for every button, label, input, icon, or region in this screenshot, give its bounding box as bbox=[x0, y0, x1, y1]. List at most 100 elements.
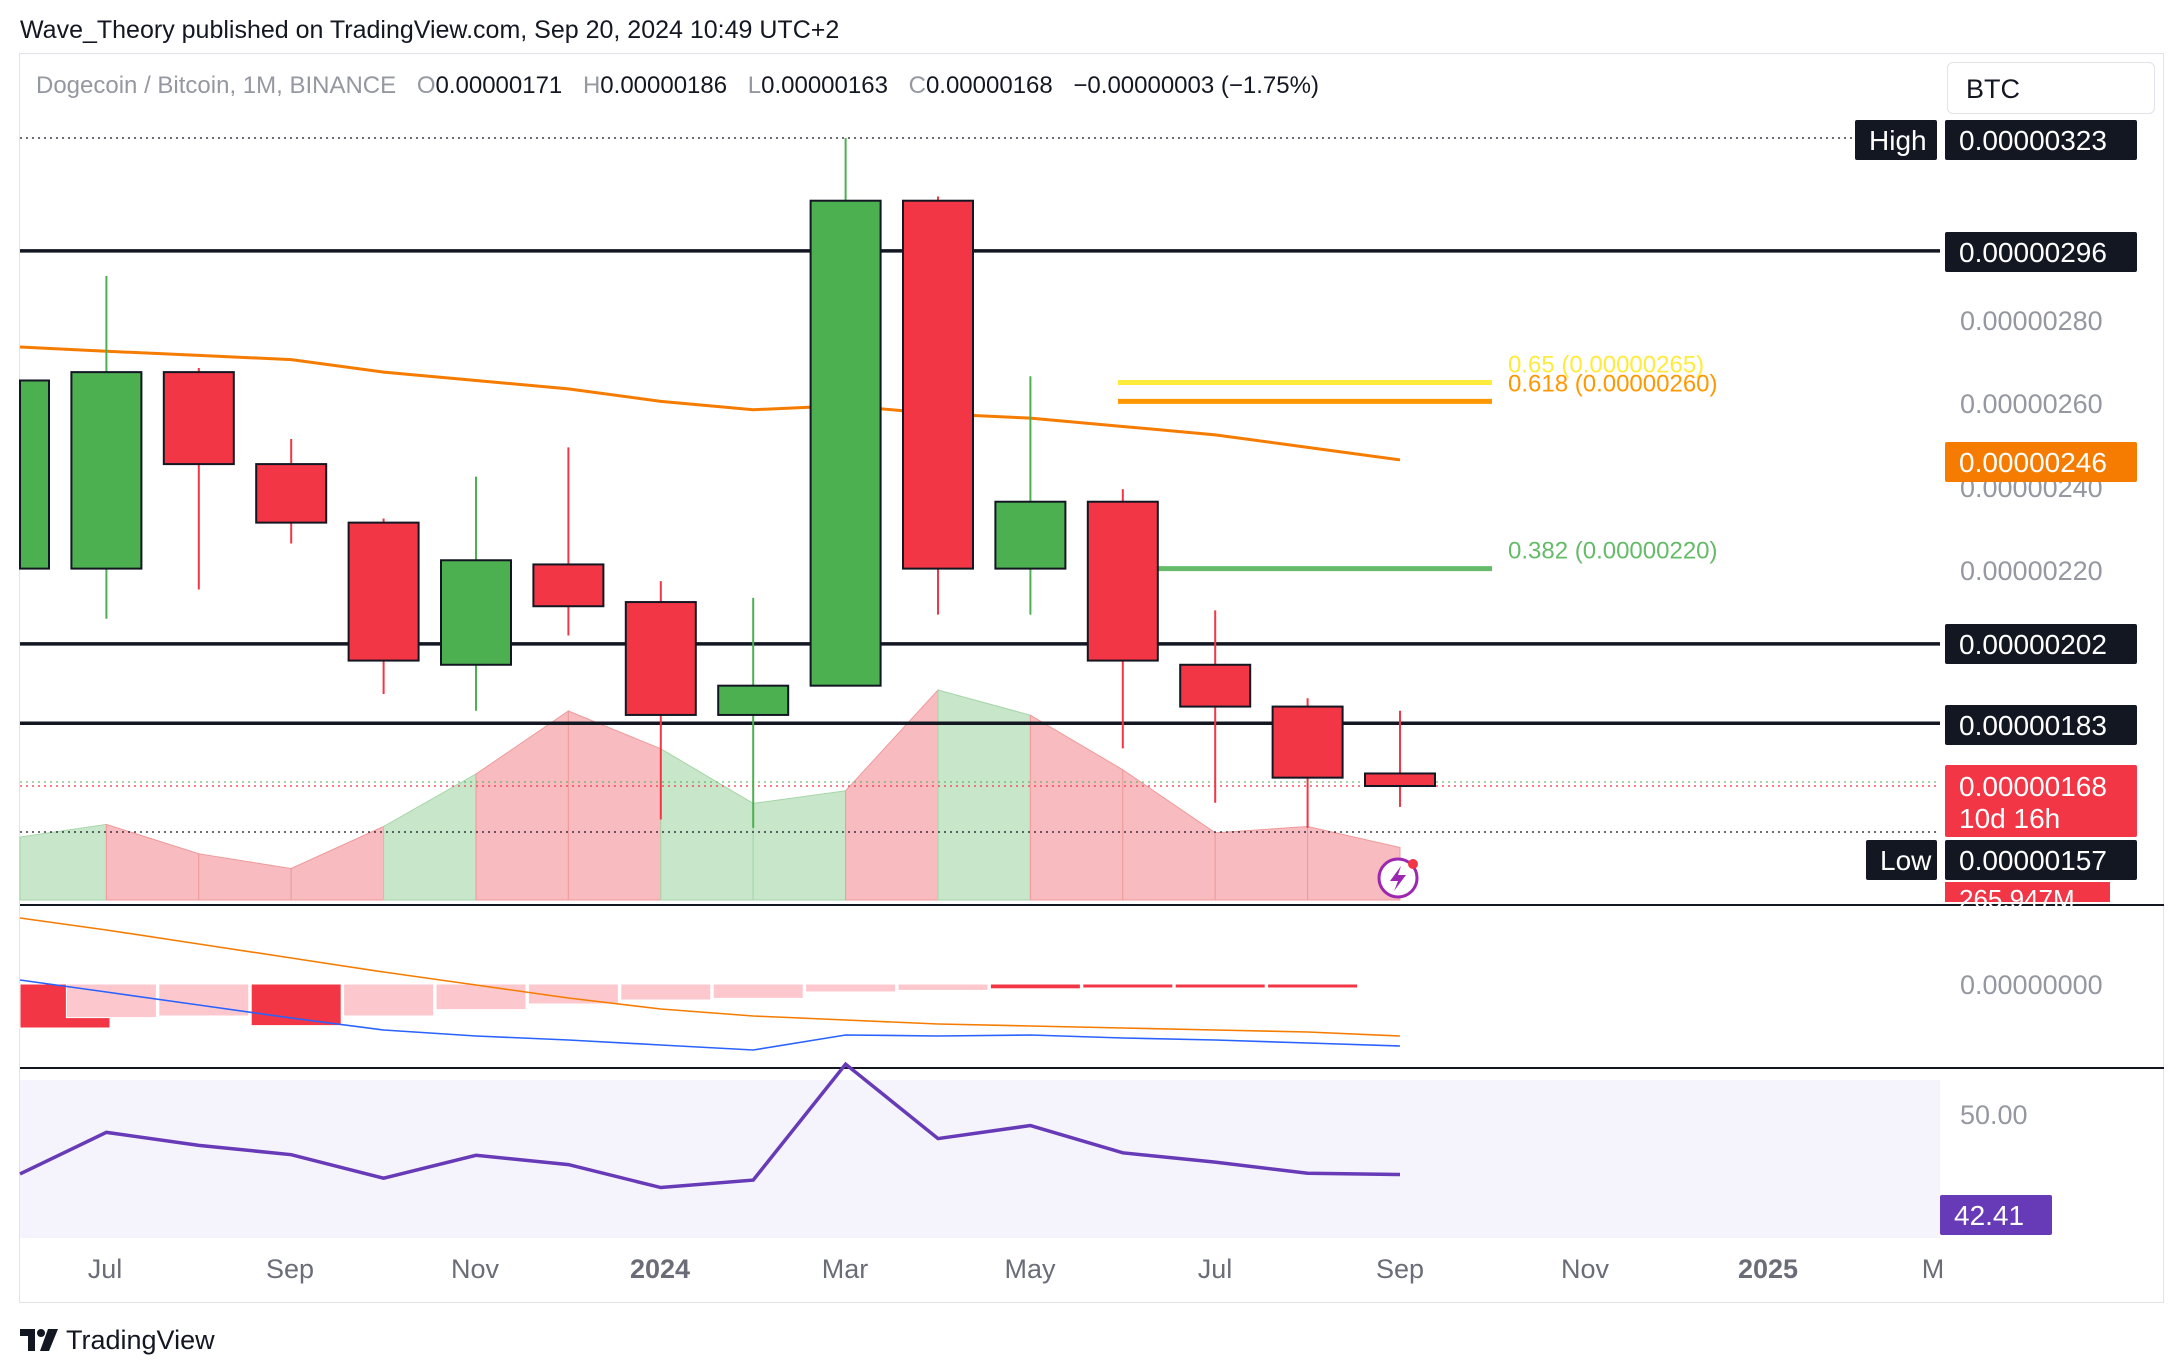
level-296-tag-bg bbox=[1945, 232, 2137, 272]
low-label-tag-bg bbox=[1866, 840, 1937, 880]
volume-segment bbox=[752, 790, 847, 901]
volume-segment bbox=[1214, 825, 1309, 901]
volume-segment bbox=[1307, 825, 1401, 901]
high-label: H bbox=[582, 72, 601, 99]
volume-segment bbox=[475, 710, 569, 901]
x-axis-tick-label: Sep bbox=[266, 1254, 314, 1284]
legend-symbol[interactable]: Dogecoin / Bitcoin, 1M, BINANCE bbox=[36, 72, 397, 99]
ma-price-tag: 0.00000246 bbox=[1959, 447, 2107, 478]
last-price-tag: 0.00000168 bbox=[1959, 771, 2107, 802]
candle-body bbox=[19, 379, 50, 570]
x-axis-tick-label: Nov bbox=[451, 1254, 500, 1284]
low-label-tag: Low bbox=[1880, 845, 1932, 876]
x-axis-tick-label: Jul bbox=[1198, 1254, 1233, 1284]
close-value: 0.00000168 bbox=[925, 72, 1053, 99]
x-axis-tick-label: 2024 bbox=[630, 1254, 690, 1284]
low-value: 0.00000163 bbox=[761, 72, 888, 99]
rsi-value-tag-bg bbox=[1940, 1195, 2052, 1235]
high-label-tag: High bbox=[1869, 125, 1927, 156]
y-axis-tick-label: 0.00000260 bbox=[1960, 389, 2103, 419]
ohlc-legend: Dogecoin / Bitcoin, 1M, BINANCE O0.00000… bbox=[36, 72, 1333, 100]
macd-histogram-bar bbox=[1267, 983, 1359, 989]
brand-label: TradingView bbox=[66, 1324, 215, 1355]
candle-body bbox=[347, 521, 420, 662]
high-price-tag: 0.00000323 bbox=[1959, 125, 2107, 156]
macd-histogram-bar bbox=[435, 983, 527, 1011]
fib-level-label: 0.65 (0.00000265) bbox=[1508, 351, 1704, 378]
lightning-icon bbox=[1377, 857, 1419, 899]
volume-segment bbox=[383, 773, 477, 901]
x-axis-tick-label: May bbox=[1004, 1254, 1056, 1284]
close-label: C bbox=[908, 72, 926, 99]
candle-body bbox=[1179, 663, 1252, 708]
fib-level-label: 0.618 (0.00000260) bbox=[1508, 370, 1718, 397]
macd-histogram-bar bbox=[527, 983, 619, 1005]
currency-button[interactable]: BTC bbox=[1947, 62, 2155, 114]
candle-body bbox=[902, 199, 974, 570]
macd-histogram-bar bbox=[1174, 983, 1266, 989]
volume-tag: 265.947M bbox=[1959, 884, 2075, 914]
y-axis-tick-label: 0.00000280 bbox=[1960, 306, 2103, 336]
candle-body bbox=[1086, 500, 1159, 662]
macd-histogram-bar bbox=[158, 983, 250, 1017]
macd-signal-line bbox=[19, 917, 1401, 1037]
fib-level-label: 0.382 (0.00000220) bbox=[1508, 538, 1718, 565]
level-183-tag: 0.00000183 bbox=[1959, 710, 2107, 741]
y-axis-tick-label: 0.00000220 bbox=[1960, 556, 2103, 586]
low-label: L bbox=[747, 72, 762, 99]
low-price-tag-bg bbox=[1945, 840, 2137, 880]
candle-body bbox=[70, 371, 143, 570]
rsi-value-tag: 42.41 bbox=[1954, 1200, 2024, 1231]
macd-histogram-bar bbox=[712, 983, 804, 999]
lightning-icon-bolt bbox=[1390, 866, 1406, 891]
volume-segment bbox=[660, 747, 754, 901]
ma-price-tag-bg bbox=[1945, 442, 2137, 482]
volume-segment bbox=[567, 710, 662, 901]
open-value: 0.00000171 bbox=[435, 72, 563, 99]
candle-body bbox=[440, 559, 512, 666]
last-price-tag-bg bbox=[1945, 765, 2137, 837]
candle-body bbox=[994, 500, 1067, 570]
x-axis-tick-label: Mar bbox=[822, 1254, 869, 1284]
volume-segment bbox=[198, 853, 292, 901]
candle-body bbox=[624, 601, 697, 716]
volume-segment bbox=[937, 689, 1031, 901]
rsi-level-label: 50.00 bbox=[1960, 1100, 2028, 1130]
x-axis-tick-label: M bbox=[1922, 1254, 1945, 1284]
level-296-tag: 0.00000296 bbox=[1959, 237, 2107, 268]
level-202-tag: 0.00000202 bbox=[1959, 629, 2107, 660]
volume-segment bbox=[105, 823, 200, 901]
tradingview-logo-icon bbox=[20, 1329, 58, 1351]
macd-zero-label: 0.00000000 bbox=[1960, 970, 2103, 1000]
level-202-tag-bg bbox=[1945, 624, 2137, 664]
macd-histogram-bar bbox=[805, 983, 897, 993]
countdown-tag: 10d 16h bbox=[1959, 803, 2060, 834]
volume-segment bbox=[19, 823, 107, 901]
candle-body bbox=[1271, 705, 1344, 779]
candle-body bbox=[1364, 772, 1436, 788]
macd-line bbox=[19, 979, 1401, 1051]
macd-histogram-bar bbox=[620, 983, 712, 1001]
chart-frame bbox=[19, 53, 2164, 1303]
tradingview-brand[interactable]: TradingView bbox=[20, 1322, 215, 1358]
x-axis-tick-label: Jul bbox=[88, 1254, 123, 1284]
open-label: O bbox=[416, 72, 436, 99]
high-label-tag-bg bbox=[1855, 120, 1937, 160]
high-value: 0.00000186 bbox=[600, 72, 728, 99]
lightning-icon-dot bbox=[1408, 859, 1418, 869]
candle-body bbox=[532, 563, 605, 608]
low-price-tag: 0.00000157 bbox=[1959, 845, 2107, 876]
change-value: −0.00000003 (−1.75%) bbox=[1073, 72, 1319, 99]
moving-average-line bbox=[19, 345, 1401, 462]
candle-body bbox=[809, 199, 882, 687]
x-axis-tick-label: Sep bbox=[1376, 1254, 1424, 1284]
publisher-line: Wave_Theory published on TradingView.com… bbox=[20, 16, 840, 44]
volume-segment bbox=[290, 825, 385, 901]
level-183-tag-bg bbox=[1945, 705, 2137, 745]
x-axis-tick-label: Nov bbox=[1561, 1254, 1610, 1284]
high-price-tag-bg bbox=[1945, 120, 2137, 160]
volume-tag-bg bbox=[1945, 882, 2110, 902]
candle-body bbox=[717, 684, 790, 716]
x-axis-tick-label: 2025 bbox=[1738, 1254, 1798, 1284]
